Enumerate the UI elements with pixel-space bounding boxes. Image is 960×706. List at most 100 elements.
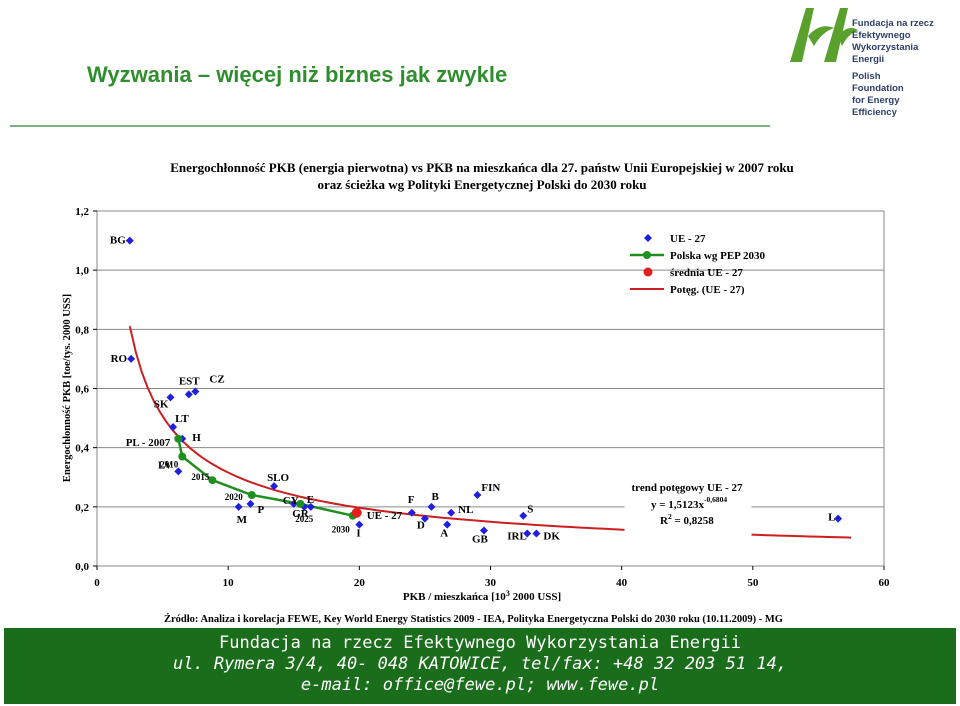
logo-en-line: for Energy — [852, 95, 900, 106]
logo-leaf-right-small — [838, 28, 858, 46]
eu-point — [420, 514, 429, 523]
x-tick-label: 10 — [223, 577, 235, 589]
eu-point — [355, 520, 364, 529]
footer-line-3: e-mail: office@fewe.pl; www.fewe.pl — [300, 675, 660, 695]
logo-en-line: Efficiency — [852, 107, 897, 118]
point-label: 2025 — [295, 514, 314, 524]
point-label: E — [307, 494, 314, 506]
logo-leaf-mid — [808, 26, 834, 46]
point-label: B — [431, 491, 439, 503]
eu-point — [191, 387, 200, 396]
eu-point — [447, 508, 456, 517]
x-tick-label: 0 — [94, 577, 100, 589]
poland-point — [296, 499, 305, 508]
logo-pl-line: Fundacja na rzecz — [852, 18, 934, 29]
trend-box: trend potęgowy UE - 27 y = 1,5123x-0,680… — [624, 475, 752, 539]
eu-point — [473, 491, 482, 499]
point-label: I — [356, 528, 360, 540]
eu-point — [519, 511, 528, 520]
chart-title-line-1: Energochłonność PKB (energia pierwotna) … — [170, 160, 794, 175]
x-axis-label: PKB / mieszkańca [103 2000 USS] — [403, 589, 561, 603]
point-label: DK — [543, 530, 560, 542]
footer: Fundacja na rzecz Efektywnego Wykorzysta… — [4, 628, 956, 704]
eu-point — [479, 526, 488, 535]
footer-line-1: Fundacja na rzecz Efektywnego Wykorzysta… — [219, 633, 741, 653]
poland-point — [208, 476, 217, 485]
legend-circle-icon — [643, 267, 653, 277]
point-label: SK — [154, 398, 169, 410]
trend-box-frame — [624, 475, 752, 539]
logo-en-line: Polish — [852, 71, 881, 82]
y-axis-label: Energochłonność PKB [toe/tys. 2000 USS] — [62, 294, 73, 482]
y-tick-label: 0,0 — [75, 561, 89, 573]
fewe-logo — [782, 4, 858, 66]
eu-point — [184, 390, 193, 399]
point-label: 2020 — [225, 492, 244, 502]
point-label: CY — [283, 495, 299, 507]
legend: UE - 27 Polska wg PEP 2030 średnia UE - 27… — [630, 233, 766, 296]
eu-point — [532, 529, 541, 538]
poland-point — [178, 452, 187, 461]
legend-diamond-icon — [644, 234, 652, 242]
eu-point — [523, 529, 532, 538]
grid-lines — [97, 269, 884, 508]
point-label: LV — [158, 459, 172, 471]
slide-title: Wyzwania – więcej niż biznes jak zwykle — [87, 62, 508, 87]
chart-source: Źródło: Analiza i korelacja FEWE, Key Wo… — [164, 613, 783, 625]
legend-label: UE - 27 — [670, 233, 706, 245]
logo-en-line: Foundation — [852, 83, 904, 94]
eu-average-point — [351, 507, 362, 518]
point-label: H — [192, 432, 201, 444]
x-tick-label: 20 — [354, 577, 366, 589]
logo-pl-line: Wykorzystania — [852, 42, 919, 53]
y-tick-label: 0,4 — [75, 443, 89, 455]
y-tick-label: 0,6 — [75, 384, 89, 396]
eu-point — [834, 514, 843, 523]
logo-leaf-left — [790, 8, 814, 62]
eu-point — [443, 520, 452, 529]
poland-point — [174, 434, 183, 443]
x-tick-label: 50 — [747, 577, 759, 589]
point-label: UE - 27 — [367, 510, 403, 522]
point-label: RO — [111, 353, 128, 365]
point-label: NL — [458, 504, 473, 516]
point-label: L — [828, 512, 835, 524]
legend-label: Polska wg PEP 2030 — [670, 250, 766, 262]
eu-point — [166, 393, 175, 402]
point-label: PL - 2007 — [126, 437, 171, 449]
y-axis: 0,0 0,2 0,4 0,6 0,8 1,0 1,2 — [75, 206, 97, 573]
eu-point — [407, 508, 416, 517]
eu-point — [127, 354, 136, 363]
x-tick-label: 40 — [616, 577, 628, 589]
legend-circle-icon — [643, 251, 651, 259]
y-tick-label: 0,8 — [75, 324, 89, 336]
point-label: A — [440, 528, 448, 540]
y-tick-label: 0,2 — [75, 502, 89, 514]
logo-text-en: Polish Foundation for Energy Efficiency — [852, 71, 934, 119]
legend-label: Potęg. (UE - 27) — [670, 284, 745, 296]
point-label: BG — [110, 235, 126, 247]
x-axis: 0 10 20 30 40 50 60 — [94, 566, 890, 589]
chart-title-line-2: oraz ścieżka wg Polityki Energetycznej P… — [317, 177, 646, 192]
point-label: 2015 — [191, 472, 210, 482]
trend-box-title: trend potęgowy UE - 27 — [631, 482, 743, 494]
point-label: GR — [292, 508, 310, 520]
eu-point — [306, 502, 315, 511]
point-label: F — [408, 494, 415, 506]
eu-point — [427, 502, 436, 511]
point-label: IRL — [507, 530, 527, 542]
point-label: SLO — [267, 472, 289, 484]
y-tick-label: 1,2 — [75, 206, 89, 218]
eu-point — [246, 499, 255, 508]
y-tick-label: 1,0 — [75, 265, 89, 277]
point-label: FIN — [481, 482, 500, 494]
title-divider — [10, 125, 770, 127]
eu-point — [125, 236, 134, 245]
point-label: LT — [175, 413, 189, 425]
trend-box-r2: R2 = 0,8258 — [660, 512, 714, 527]
eu-point — [270, 482, 279, 491]
point-label: S — [527, 504, 533, 516]
x-tick-label: 30 — [485, 577, 497, 589]
x-tick-label: 60 — [879, 577, 891, 589]
point-label: P — [257, 504, 264, 516]
